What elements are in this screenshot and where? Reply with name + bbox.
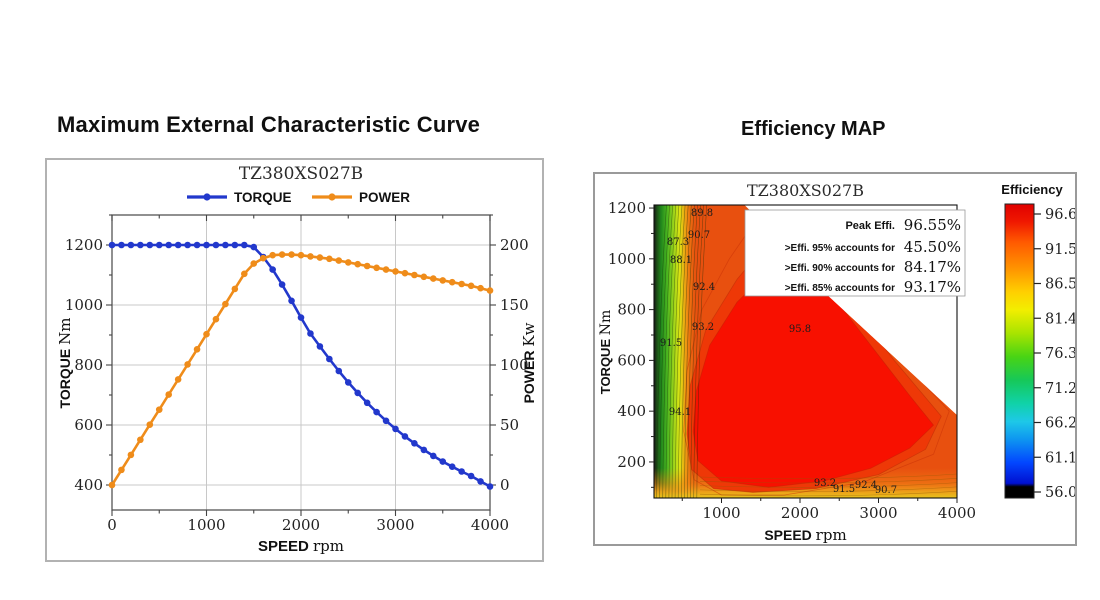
efficiency-map-svg: 89.890.787.388.192.493.291.595.894.193.2… bbox=[598, 181, 1075, 544]
legend: TORQUE POWER bbox=[187, 190, 410, 205]
svg-text:0: 0 bbox=[107, 516, 117, 534]
efficiency-map-panel: 89.8 90.7 87.3 88.1 92.4 93.2 91.5 95.8 94.1 93.2… bbox=[593, 172, 1077, 546]
left-axis-label: TORQUE Nm bbox=[56, 318, 74, 409]
svg-text:45.50%: 45.50% bbox=[904, 238, 961, 256]
svg-text:1000: 1000 bbox=[608, 250, 646, 268]
map-title: TZ380XS027B bbox=[747, 181, 864, 200]
svg-text:>Effi. 85% accounts for: >Effi. 85% accounts for bbox=[785, 283, 895, 294]
right-axis-label: POWER Kw bbox=[520, 322, 538, 403]
gridlines bbox=[112, 215, 490, 510]
map-y-axis-label: TORQUE Nm bbox=[598, 310, 614, 395]
map-x-axis-label: SPEED rpm bbox=[764, 526, 846, 544]
svg-text:96.6: 96.6 bbox=[1045, 207, 1075, 223]
chart-title: TZ380XS027B bbox=[239, 164, 363, 184]
right-chart-title: Efficiency MAP bbox=[741, 118, 886, 140]
svg-text:1200: 1200 bbox=[65, 236, 103, 254]
svg-text:2000: 2000 bbox=[781, 504, 819, 522]
svg-text:4000: 4000 bbox=[938, 504, 976, 522]
power-series bbox=[108, 251, 494, 489]
svg-text:91.5: 91.5 bbox=[1045, 242, 1075, 258]
svg-text:4000: 4000 bbox=[471, 516, 509, 534]
svg-text:200: 200 bbox=[617, 453, 646, 471]
svg-text:93.2: 93.2 bbox=[692, 322, 714, 333]
svg-text:800: 800 bbox=[617, 301, 646, 319]
contour-labels: 89.890.787.388.192.493.291.595.894.193.2… bbox=[660, 208, 897, 496]
map-tick-labels: 200 400 600 800 1000 1200 1000 2000 3000 4000 bbox=[608, 199, 976, 522]
svg-text:61.1: 61.1 bbox=[1045, 450, 1075, 466]
svg-text:>Effi. 95% accounts for: >Effi. 95% accounts for bbox=[785, 243, 895, 254]
svg-text:400: 400 bbox=[74, 476, 103, 494]
svg-text:3000: 3000 bbox=[859, 504, 897, 522]
left-chart-title: Maximum External Characteristic Curve bbox=[57, 112, 481, 137]
svg-text:93.17%: 93.17% bbox=[904, 278, 961, 296]
colorbar: Efficiency 96.6 91.5 86.5 81.4 76.3 71.2 66.2 61… bbox=[1001, 182, 1075, 501]
map-border bbox=[653, 204, 958, 499]
map-ticks bbox=[649, 207, 958, 503]
svg-text:90.7: 90.7 bbox=[875, 485, 897, 496]
svg-text:90.7: 90.7 bbox=[688, 230, 710, 241]
svg-text:3000: 3000 bbox=[376, 516, 414, 534]
torque-power-chart-svg: 0 1000 2000 3000 4000 400 600 800 1000 1200 0 50 100… bbox=[56, 164, 538, 555]
svg-text:92.4: 92.4 bbox=[693, 282, 715, 293]
curve-chart: 0 1000 2000 3000 4000 400 600 800 1000 1200 0 50 100… bbox=[56, 164, 538, 555]
svg-text:91.5: 91.5 bbox=[660, 338, 682, 349]
svg-text:92.4: 92.4 bbox=[855, 480, 877, 491]
axis-ticks bbox=[106, 214, 496, 516]
svg-text:94.1: 94.1 bbox=[669, 407, 691, 418]
svg-text:600: 600 bbox=[617, 351, 646, 369]
svg-text:1000: 1000 bbox=[702, 504, 740, 522]
contour-lines bbox=[656, 205, 957, 498]
svg-text:2000: 2000 bbox=[282, 516, 320, 534]
svg-text:150: 150 bbox=[500, 296, 529, 314]
svg-text:88.1: 88.1 bbox=[670, 255, 692, 266]
svg-text:800: 800 bbox=[74, 356, 103, 374]
svg-text:86.5: 86.5 bbox=[1045, 277, 1075, 293]
svg-text:Peak Effi.: Peak Effi. bbox=[845, 220, 895, 232]
svg-text:76.3: 76.3 bbox=[1045, 346, 1075, 362]
svg-text:71.2: 71.2 bbox=[1045, 381, 1075, 397]
colorbar-label: Efficiency bbox=[1001, 182, 1063, 197]
svg-text:96.55%: 96.55% bbox=[904, 216, 961, 234]
svg-text:100: 100 bbox=[500, 356, 529, 374]
efficiency-stats-box: Peak Effi. 96.55% >Effi. 95% accounts for 4… bbox=[744, 209, 966, 297]
svg-text:TORQUE: TORQUE bbox=[234, 190, 292, 205]
svg-text:1000: 1000 bbox=[65, 296, 103, 314]
svg-text:89.8: 89.8 bbox=[691, 208, 713, 219]
svg-text:93.2: 93.2 bbox=[814, 478, 836, 489]
svg-text:95.8: 95.8 bbox=[789, 324, 811, 335]
svg-text:POWER: POWER bbox=[359, 190, 410, 205]
svg-text:81.4: 81.4 bbox=[1045, 311, 1075, 327]
svg-text:1000: 1000 bbox=[187, 516, 225, 534]
torque-series bbox=[108, 241, 494, 490]
svg-text:56.0: 56.0 bbox=[1045, 485, 1075, 501]
svg-text:84.17%: 84.17% bbox=[904, 258, 961, 276]
svg-text:87.3: 87.3 bbox=[667, 237, 689, 248]
svg-text:66.2: 66.2 bbox=[1045, 416, 1075, 432]
svg-text:400: 400 bbox=[617, 402, 646, 420]
svg-text:>Effi. 90% accounts for: >Effi. 90% accounts for bbox=[785, 263, 895, 274]
torque-power-chart-panel: 0 1000 2000 3000 4000 400 600 800 1000 1200 0 50 100… bbox=[45, 158, 544, 562]
svg-text:200: 200 bbox=[500, 236, 529, 254]
x-axis-label: SPEED rpm bbox=[258, 537, 344, 555]
svg-text:50: 50 bbox=[500, 416, 519, 434]
svg-text:600: 600 bbox=[74, 416, 103, 434]
efficiency-map: 89.890.787.388.192.493.291.595.894.193.2… bbox=[598, 181, 1075, 544]
tick-labels: 0 1000 2000 3000 4000 400 600 800 1000 1200 0 50 100… bbox=[65, 236, 529, 534]
svg-text:91.5: 91.5 bbox=[833, 484, 855, 495]
svg-text:0: 0 bbox=[500, 476, 510, 494]
svg-text:1200: 1200 bbox=[608, 199, 646, 217]
